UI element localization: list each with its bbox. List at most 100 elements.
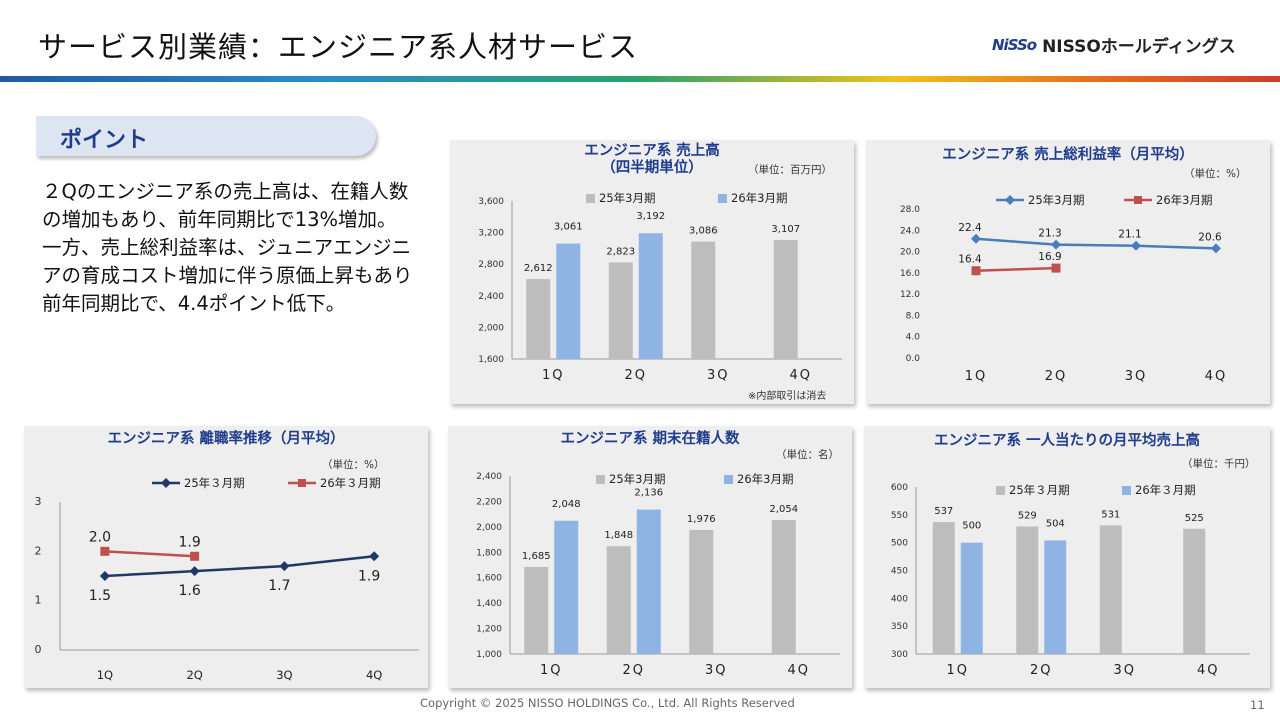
y-tick-label: 24.0 <box>900 226 920 236</box>
data-label: 22.4 <box>958 222 982 234</box>
y-tick-label: 450 <box>891 567 908 577</box>
x-tick-label: 1Q <box>946 663 969 678</box>
data-label: 1.5 <box>89 588 111 604</box>
header-divider <box>0 76 1280 82</box>
data-label: 2,612 <box>524 263 553 274</box>
data-label: 2,136 <box>634 488 663 499</box>
data-label: 2,823 <box>606 246 635 257</box>
y-tick-label: 0.0 <box>906 354 921 364</box>
data-point <box>190 551 200 561</box>
legend-swatch <box>718 194 727 203</box>
data-point <box>189 566 200 577</box>
bar <box>1183 528 1206 654</box>
series-line <box>975 237 1217 250</box>
y-tick-label: 600 <box>891 483 908 493</box>
chart-note-sales: ※内部取引は消去 <box>748 391 827 402</box>
data-label: 504 <box>1046 518 1065 529</box>
y-tick-label: 8.0 <box>906 311 921 321</box>
bar <box>638 233 663 359</box>
y-tick-label: 2,000 <box>478 323 504 333</box>
series-line <box>104 550 195 558</box>
x-tick-label: 1Q <box>542 368 565 383</box>
data-point <box>1131 240 1141 251</box>
bar <box>771 519 796 654</box>
data-label: 21.3 <box>1038 228 1061 240</box>
page-title: サービス別業績：エンジニア系人材サービス <box>38 30 639 64</box>
x-tick-label: 2Q <box>624 368 647 383</box>
point-heading: ポイント <box>60 128 149 153</box>
chart-unit-sales: （単位：百万円） <box>748 164 832 176</box>
x-tick-label: 3Q <box>707 368 730 383</box>
y-tick-label: 300 <box>891 650 908 660</box>
bar <box>773 239 798 359</box>
y-tick-label: 2,800 <box>478 260 504 270</box>
data-label: 3,061 <box>554 222 583 233</box>
x-tick-label: 4Q <box>789 368 812 383</box>
chart-unit-per-person: （単位：千円） <box>1182 458 1256 470</box>
data-label: 2.0 <box>89 529 111 545</box>
y-tick-label: 20.0 <box>900 248 920 258</box>
chart-panel-per-person: エンジニア系 一人当たりの月平均売上高 （単位：千円） 300 350 400 450… <box>864 426 1270 688</box>
x-tick-label: 1Q <box>965 369 988 384</box>
y-tick-label: 2 <box>35 544 42 557</box>
y-tick-label: 1,400 <box>476 599 502 609</box>
legend-label: 26年３月期 <box>1135 483 1196 497</box>
chart-title-sales: エンジニア系 売上高 <box>584 143 720 159</box>
data-label: 1.7 <box>268 578 290 594</box>
copyright: Copyright © 2025 NISSO HOLDINGS Co., Ltd… <box>420 696 795 710</box>
data-label: 500 <box>962 521 981 532</box>
chart-unit-headcount: （単位：名） <box>776 449 839 461</box>
y-tick-label: 1,800 <box>476 548 502 558</box>
series-line <box>104 555 375 578</box>
y-tick-label: 3,600 <box>478 197 504 207</box>
bar <box>554 520 579 654</box>
legend-marker <box>298 479 306 487</box>
y-tick-label: 3,200 <box>478 229 504 239</box>
chart-title-margin: エンジニア系 売上総利益率（月平均） <box>942 147 1194 163</box>
legend-label: 26年3月期 <box>1156 193 1212 207</box>
data-point <box>369 551 380 562</box>
data-label: 529 <box>1018 511 1037 522</box>
data-label: 3,192 <box>636 211 665 222</box>
legend-marker <box>161 478 171 488</box>
x-tick-label: 3Q <box>705 663 728 678</box>
y-tick-label: 1,600 <box>476 574 502 584</box>
y-tick-label: 3 <box>35 495 42 508</box>
bar <box>608 262 633 359</box>
legend-label: 26年３月期 <box>320 476 381 490</box>
y-tick-label: 16.0 <box>900 269 920 279</box>
bar <box>689 529 714 654</box>
data-point <box>279 561 290 572</box>
legend-label: 26年3月期 <box>731 191 787 205</box>
chart-panel-turnover: エンジニア系 離職率推移（月平均） （単位：%） 0 1 2 3 1Q 2Q 3Q 4Q 1.5… <box>24 426 428 688</box>
x-tick-label: 2Q <box>622 663 645 678</box>
data-label: 21.1 <box>1118 229 1141 241</box>
y-tick-label: 1,600 <box>478 355 504 365</box>
data-label: 1,976 <box>687 514 716 525</box>
y-tick-label: 2,000 <box>476 523 502 533</box>
y-tick-label: 2,400 <box>476 472 502 482</box>
y-tick-label: 4.0 <box>906 333 921 343</box>
bar <box>932 522 955 654</box>
legend-swatch <box>724 475 733 484</box>
data-point <box>99 571 110 581</box>
x-tick-label: 4Q <box>1197 663 1220 678</box>
data-label: 1.6 <box>178 583 200 599</box>
legend-marker <box>1134 196 1142 204</box>
data-point <box>1211 243 1221 254</box>
y-tick-label: 1,000 <box>476 650 502 660</box>
summary-text: ２Qのエンジニア系の売上高は、在籍人数の増加もあり、前年同期比で13%増加。一方… <box>42 180 413 315</box>
x-tick-label: 4Q <box>1205 369 1228 384</box>
x-tick-label: 2Q <box>186 668 202 682</box>
company-logo: NiSSo NISSOホールディングス <box>992 32 1236 58</box>
y-tick-label: 1,200 <box>476 625 502 635</box>
data-label: 1,848 <box>604 530 633 541</box>
data-point <box>100 546 110 556</box>
page-number: 11 <box>1250 698 1265 712</box>
x-tick-label: 1Q <box>540 663 563 678</box>
chart-headcount: 1,000 1,200 1,400 1,600 1,800 2,000 2,200 2,400… <box>476 472 840 678</box>
legend-label: 25年3月期 <box>609 472 665 486</box>
bar <box>1044 540 1067 654</box>
legend-label: 25年３月期 <box>1009 483 1070 497</box>
data-label: 16.9 <box>1038 251 1061 263</box>
